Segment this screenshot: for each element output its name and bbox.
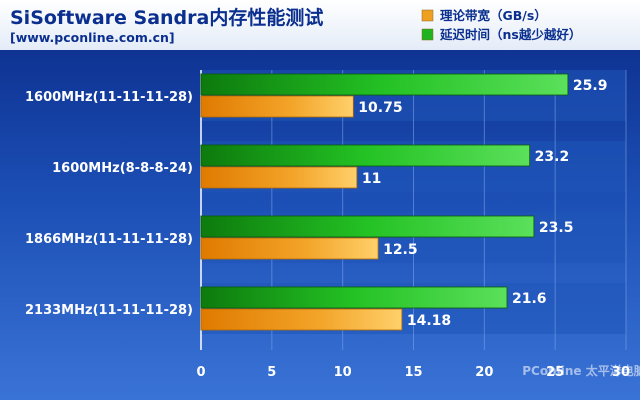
bar-bandwidth (200, 95, 354, 118)
bar-latency (200, 73, 569, 96)
data-label: 14.18 (407, 313, 451, 329)
data-label: 12.5 (383, 242, 418, 258)
legend-swatch (421, 9, 434, 22)
data-label: 10.75 (358, 100, 402, 116)
category-labels: 1600MHz(11-11-11-28) 1600MHz(8-8-8-24) 186… (25, 90, 193, 318)
category-label: 1600MHz(8-8-8-24) (52, 161, 193, 176)
chart-title: SiSoftware Sandra内存性能测试 (10, 6, 323, 29)
chart-subtitle: [www.pconline.com.cn] (10, 30, 175, 45)
data-label: 23.5 (539, 220, 574, 236)
bar-bandwidth (200, 237, 379, 260)
tick-label: 5 (267, 365, 276, 380)
header-band (0, 0, 640, 50)
x-axis-ticks: 0 5 10 15 20 25 30 (196, 365, 630, 380)
legend: 理论带宽（GB/s） 延迟时间（ns越少越好） (421, 8, 581, 42)
tick-label: 10 (334, 365, 352, 380)
bar-latency (200, 286, 508, 309)
bar-latency (200, 215, 535, 238)
watermark: PConline 太平洋电脑网 (522, 363, 640, 378)
tick-label: 30 (612, 365, 630, 380)
bar-latency (200, 144, 531, 167)
tick-label: 25 (546, 365, 564, 380)
legend-label: 延迟时间（ns越少越好） (439, 27, 581, 42)
category-label: 2133MHz(11-11-11-28) (25, 303, 193, 318)
data-label: 11 (362, 171, 381, 187)
data-label: 21.6 (512, 291, 547, 307)
tick-label: 0 (196, 365, 205, 380)
legend-swatch (421, 28, 434, 41)
category-label: 1866MHz(11-11-11-28) (25, 232, 193, 247)
bar-bandwidth (200, 166, 358, 189)
bar-bandwidth (200, 308, 403, 331)
tick-label: 20 (475, 365, 493, 380)
data-label: 25.9 (573, 78, 608, 94)
bars: 25.9 10.75 23.2 11 23.5 12.5 21.6 14.18 (200, 73, 608, 331)
data-label: 23.2 (535, 149, 570, 165)
category-label: 1600MHz(11-11-11-28) (25, 90, 193, 105)
tick-label: 15 (404, 365, 422, 380)
legend-label: 理论带宽（GB/s） (440, 8, 547, 23)
